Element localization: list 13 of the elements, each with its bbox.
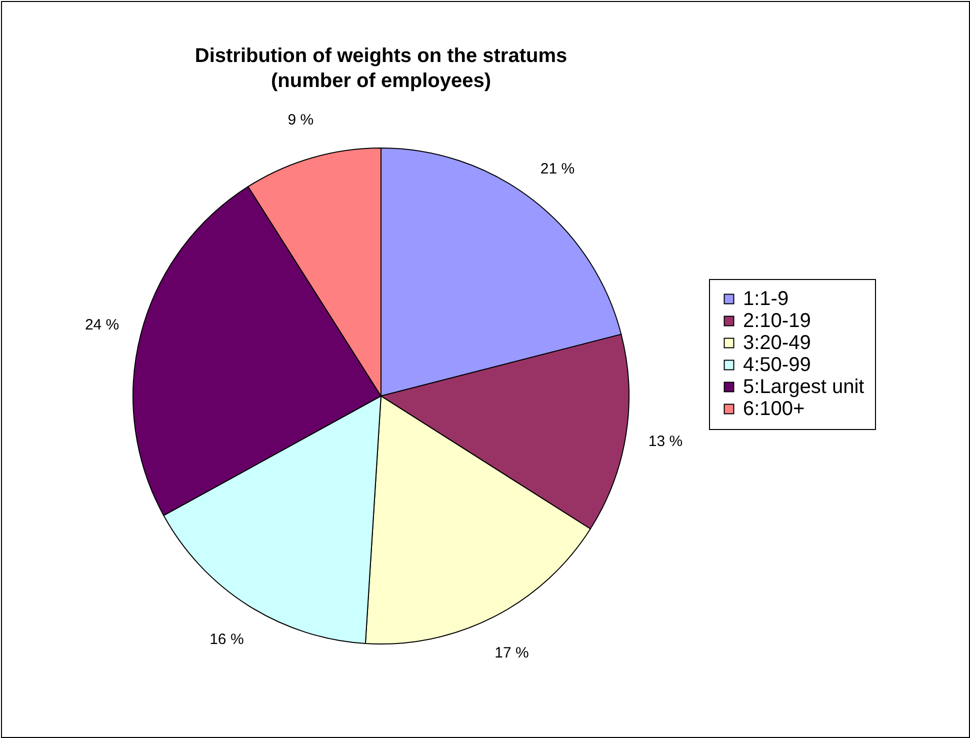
data-label: 17 % — [494, 644, 529, 662]
legend-label: 5:Largest unit — [743, 376, 865, 398]
data-label: 13 % — [648, 433, 683, 450]
data-label: 16 % — [210, 631, 244, 648]
legend-label: 1:1-9 — [743, 288, 789, 310]
chart-title: Distribution of weights on the stratums (number of employees) — [194, 45, 568, 92]
legend-label: 3:20-49 — [743, 332, 811, 354]
legend-label: 2:10-19 — [743, 310, 811, 332]
legend-label: 4:50-99 — [743, 354, 811, 376]
data-label: 24 % — [84, 316, 120, 334]
data-label: 9 % — [288, 111, 314, 128]
data-label: 21 % — [540, 160, 575, 178]
legend-label: 6:100+ — [743, 398, 805, 420]
